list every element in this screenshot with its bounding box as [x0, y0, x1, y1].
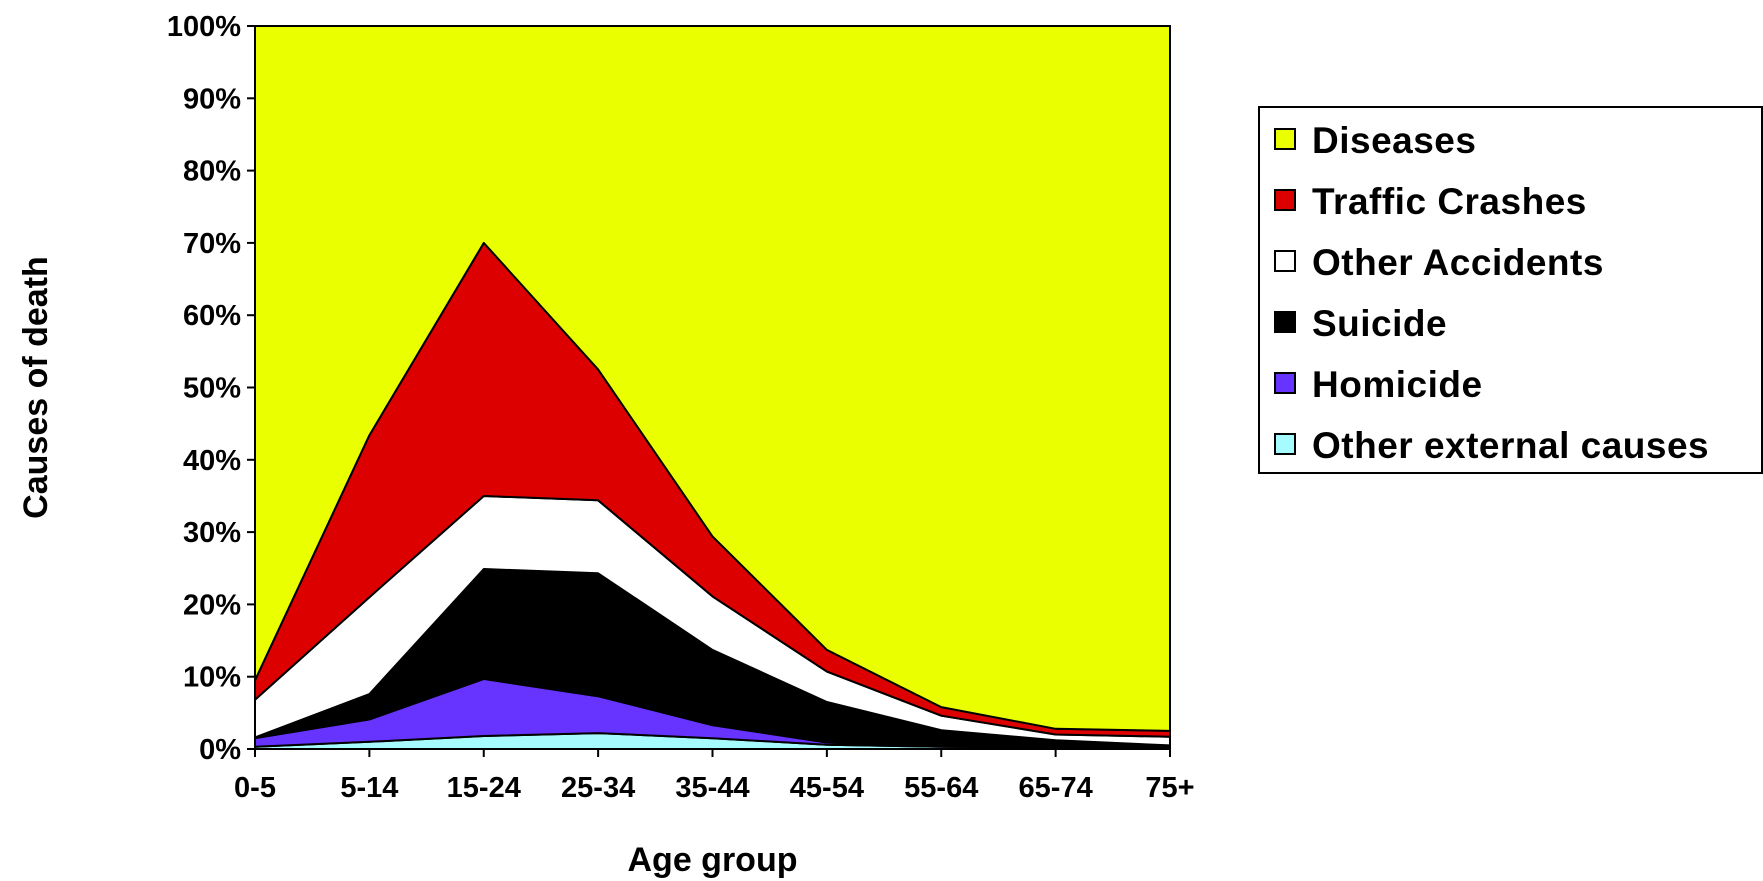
- x-tick-label: 75+: [1145, 772, 1194, 804]
- x-tick-label: 25-34: [561, 772, 635, 804]
- x-tick-label: 35-44: [675, 772, 749, 804]
- legend-swatch-diseases: [1274, 128, 1296, 150]
- x-tick-label: 0-5: [234, 772, 276, 804]
- x-axis-ticks: 0-5 5-14 15-24 25-34 35-44 45-54 55-64 65-74 75+: [234, 749, 1195, 804]
- y-tick-label: 0%: [199, 734, 241, 766]
- y-tick-label: 70%: [183, 228, 241, 260]
- x-axis-title: Age group: [628, 841, 798, 879]
- y-tick-label: 90%: [183, 83, 241, 115]
- legend: Diseases Traffic Crashes Other Accidents Su…: [1258, 106, 1763, 474]
- x-tick-label: 5-14: [340, 772, 398, 804]
- legend-box: [1258, 106, 1763, 474]
- legend-label-suicide: Suicide: [1312, 303, 1447, 344]
- y-tick-label: 100%: [167, 11, 241, 43]
- x-tick-label: 55-64: [904, 772, 978, 804]
- legend-swatch-other-external-causes: [1274, 433, 1296, 455]
- x-tick-label: 45-54: [790, 772, 864, 804]
- legend-label-other-external-causes: Other external causes: [1312, 425, 1709, 466]
- y-axis-title: Causes of death: [17, 256, 55, 519]
- y-axis-ticks: 0% 10% 20% 30% 40% 50% 60% 70% 80% 90% 100%: [167, 11, 255, 766]
- legend-swatch-suicide: [1274, 311, 1296, 333]
- y-tick-label: 80%: [183, 156, 241, 188]
- legend-swatch-homicide: [1274, 372, 1296, 394]
- legend-swatch-traffic-crashes: [1274, 189, 1296, 211]
- y-tick-label: 10%: [183, 662, 241, 694]
- legend-label-traffic-crashes: Traffic Crashes: [1312, 181, 1587, 222]
- area-layers: [254, 25, 1171, 750]
- x-tick-label: 65-74: [1019, 772, 1093, 804]
- y-tick-label: 20%: [183, 589, 241, 621]
- y-tick-label: 60%: [183, 300, 241, 332]
- y-tick-label: 50%: [183, 373, 241, 405]
- y-tick-label: 40%: [183, 445, 241, 477]
- legend-label-other-accidents: Other Accidents: [1312, 242, 1604, 283]
- legend-label-diseases: Diseases: [1312, 120, 1476, 161]
- x-tick-label: 15-24: [447, 772, 521, 804]
- legend-swatch-other-accidents: [1274, 250, 1296, 272]
- legend-label-homicide: Homicide: [1312, 364, 1483, 405]
- y-tick-label: 30%: [183, 517, 241, 549]
